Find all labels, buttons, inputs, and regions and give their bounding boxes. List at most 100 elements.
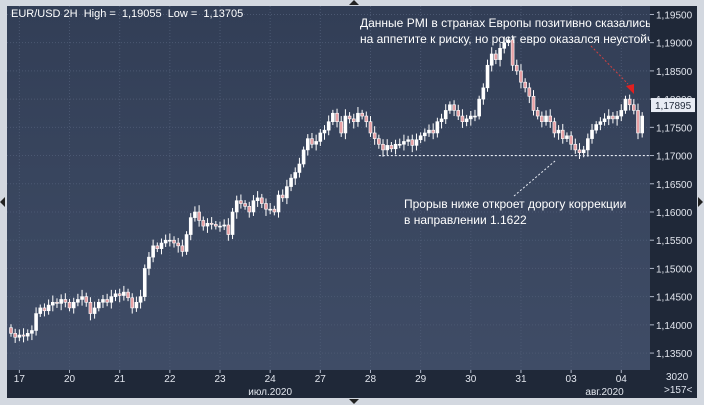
- candle-body: [343, 115, 348, 134]
- candle-body: [239, 200, 243, 204]
- candle-body: [247, 206, 252, 213]
- candle-body: [126, 291, 130, 299]
- candle-body: [468, 115, 473, 120]
- y-tick-label: 1,19000: [656, 39, 693, 50]
- candle-body: [506, 39, 511, 43]
- candle-body: [38, 307, 43, 314]
- candle-body: [514, 64, 519, 72]
- candle-body: [498, 48, 502, 60]
- candle-body: [389, 145, 394, 150]
- candle-body: [531, 95, 536, 111]
- candle-body: [393, 143, 398, 150]
- top-scroll-handle-icon[interactable]: [347, 0, 361, 6]
- right-scroll-handle-icon[interactable]: [697, 196, 704, 208]
- chart-header: EUR/USD 2H High = 1,19055 Low = 1,13705: [11, 8, 246, 20]
- candle-body: [523, 81, 527, 89]
- y-tick-label: 1,13500: [656, 349, 693, 360]
- candle-body: [540, 115, 544, 122]
- low-label: Low =: [167, 8, 198, 20]
- candle-body: [439, 118, 444, 122]
- candle-body: [310, 138, 314, 145]
- candle-body: [322, 129, 327, 134]
- candle-body: [456, 110, 461, 117]
- candle-body: [34, 313, 38, 331]
- x-tick-label: 30: [465, 374, 477, 385]
- price-axis[interactable]: 1,13500 1,14000 1,14500 1,15000 1,15500 1,160…: [650, 6, 697, 370]
- candle-body: [581, 149, 586, 154]
- candle-body: [594, 124, 599, 131]
- candle-body: [640, 115, 644, 134]
- candle-body: [63, 299, 68, 303]
- y-tick-label: 1,16500: [656, 180, 693, 191]
- candle-body: [364, 115, 369, 122]
- candle-body: [159, 242, 164, 249]
- candle-body: [230, 211, 235, 235]
- bottom-annotation-line2: в направлении 1.1622: [404, 213, 527, 227]
- candle-body: [46, 304, 51, 312]
- candle-body: [402, 141, 406, 145]
- x-tick-label: 24: [265, 374, 277, 385]
- candle-body: [623, 98, 628, 111]
- candle-body: [30, 330, 34, 334]
- x-tick-label: 22: [164, 374, 176, 385]
- candle-body: [636, 110, 640, 134]
- bottom-scroll-handle-icon[interactable]: [347, 398, 361, 405]
- candle-body: [527, 87, 532, 97]
- candle-body: [105, 299, 109, 303]
- candle-body: [372, 132, 377, 139]
- x-tick-label: 17: [14, 374, 26, 385]
- x-tick-label: 04: [616, 374, 628, 385]
- x-tick-label: 28: [365, 374, 377, 385]
- pointer-line-top: [590, 45, 629, 85]
- time-axis[interactable]: 17 20 21 22 23 24 27 28 29 30 31 03 04 июл.2020 авг.20…: [7, 370, 650, 398]
- candle-body: [130, 297, 135, 309]
- candle-body: [356, 112, 360, 122]
- candle-body: [76, 299, 80, 303]
- candle-body: [243, 203, 247, 207]
- y-tick-label: 1,16000: [656, 208, 693, 219]
- candle-body: [9, 327, 13, 334]
- candle-body: [489, 53, 494, 66]
- candle-body: [96, 301, 101, 309]
- last-price-label: 1,17895: [655, 101, 692, 112]
- candle-body: [414, 139, 419, 146]
- x-period-label: июл.2020: [248, 387, 292, 398]
- corner-bottom-value: >157<: [664, 385, 693, 396]
- candle-body: [163, 239, 168, 244]
- candle-body: [485, 64, 490, 89]
- candle-body: [289, 177, 293, 187]
- x-tick-label: 20: [64, 374, 76, 385]
- candlestick-chart[interactable]: [7, 6, 650, 370]
- candle-body: [632, 104, 636, 111]
- candle-body: [577, 149, 582, 154]
- candle-body: [351, 118, 356, 122]
- candle-body: [427, 129, 431, 134]
- last-price-tag: [651, 98, 695, 113]
- candle-body: [260, 197, 264, 204]
- high-value: 1,19055: [121, 8, 162, 20]
- candle-body: [598, 121, 603, 125]
- candle-body: [280, 194, 285, 199]
- y-tick-label: 1,18500: [656, 67, 693, 78]
- axis-corner[interactable]: 3020 >157<: [650, 370, 697, 398]
- y-tick-label: 1,15500: [656, 236, 693, 247]
- candle-body: [448, 104, 452, 111]
- candle-body: [13, 333, 17, 338]
- candle-body: [301, 149, 306, 165]
- candle-body: [142, 268, 147, 297]
- candle-body: [464, 118, 469, 122]
- candle-body: [42, 307, 47, 312]
- candle-body: [226, 224, 231, 235]
- candle-body: [377, 138, 381, 145]
- candle-body: [297, 163, 302, 173]
- candle-body: [197, 211, 201, 221]
- candle-body: [122, 291, 126, 296]
- y-tick-label: 1,15000: [656, 264, 693, 275]
- candle-body: [25, 333, 30, 337]
- candle-body: [21, 334, 26, 337]
- candle-body: [151, 245, 155, 258]
- left-scroll-handle-icon[interactable]: [0, 196, 6, 208]
- plot-area[interactable]: [7, 6, 650, 370]
- candle-body: [477, 98, 481, 117]
